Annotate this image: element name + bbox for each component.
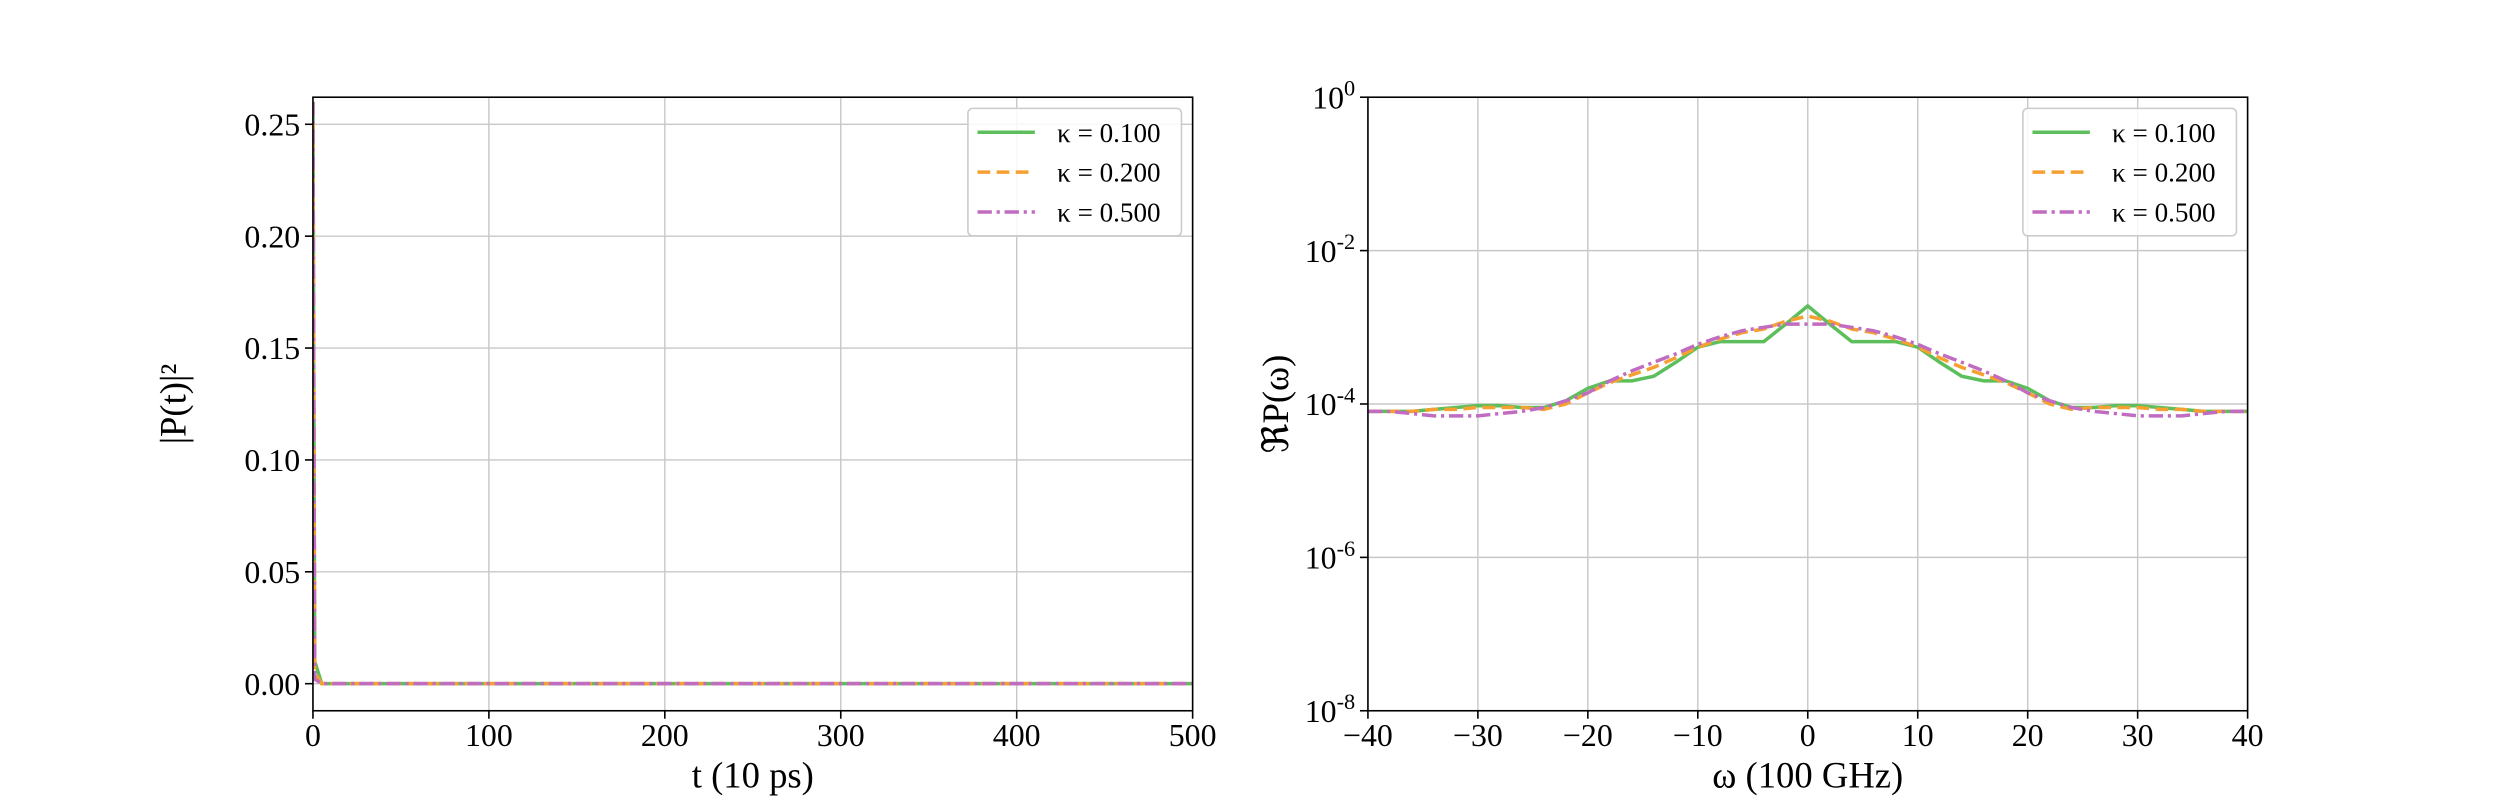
x-tick-label: 0	[305, 718, 321, 753]
plot-frame	[1367, 96, 2249, 712]
data-line	[312, 101, 1193, 686]
x-tick-label: 100	[465, 718, 513, 753]
y-tick-label: 0.15	[244, 331, 300, 366]
chart-panel: 0 100 200 300 400 500 0.00 0.05 0.10 0.15 0.20 0.25…	[152, 96, 1217, 795]
legend-label: κ = 0.100	[2112, 118, 2215, 148]
plot-frame	[312, 96, 1194, 712]
x-tick-label: −30	[1453, 718, 1503, 753]
x-tick-label: 400	[993, 718, 1041, 753]
x-tick-label: 500	[1169, 718, 1217, 753]
y-tick-label: 10-2	[1305, 229, 1355, 269]
x-axis-label: ω (100 GHz)	[1712, 754, 1903, 795]
x-tick-label: 30	[2122, 718, 2154, 753]
x-tick-label: 0	[1800, 718, 1816, 753]
y-tick-label: 10-8	[1305, 689, 1355, 729]
x-tick-label: −40	[1343, 718, 1393, 753]
y-tick-label: 0.20	[244, 219, 300, 254]
y-tick-label: 0.10	[244, 443, 300, 478]
legend-label: κ = 0.200	[1057, 158, 1160, 188]
chart-panel: −40 −30 −20 −10 0 10 20 30 40 10-8 10-6 10-4 10-2 100…	[1255, 76, 2263, 796]
legend-box	[967, 107, 1183, 237]
x-tick-label: 300	[817, 718, 865, 753]
data-line	[312, 101, 1193, 686]
x-tick-label: −20	[1563, 718, 1613, 753]
y-axis-label: |P(t)|²	[152, 364, 193, 445]
data-line	[1367, 322, 2248, 418]
x-tick-label: −10	[1673, 718, 1723, 753]
y-tick-label: 0.00	[244, 667, 300, 702]
x-tick-label: 10	[1902, 718, 1934, 753]
y-axis-label: ℜP(ω)	[1255, 355, 1296, 454]
x-tick-label: 40	[2232, 718, 2264, 753]
y-tick-label: 100	[1312, 76, 1355, 116]
y-tick-label: 10-6	[1305, 536, 1355, 576]
legend-label: κ = 0.200	[2112, 158, 2215, 188]
x-tick-label: 20	[2012, 718, 2044, 753]
data-line	[1367, 314, 2248, 414]
legend-box	[2022, 107, 2238, 237]
x-tick-label: 200	[641, 718, 689, 753]
legend-label: κ = 0.500	[1057, 198, 1160, 228]
y-tick-label: 0.25	[244, 107, 300, 142]
y-tick-label: 10-4	[1305, 382, 1355, 422]
y-tick-label: 0.05	[244, 555, 300, 590]
x-axis-label: t (10 ps)	[692, 754, 814, 795]
legend-label: κ = 0.500	[2112, 198, 2215, 228]
legend-label: κ = 0.100	[1057, 118, 1160, 148]
